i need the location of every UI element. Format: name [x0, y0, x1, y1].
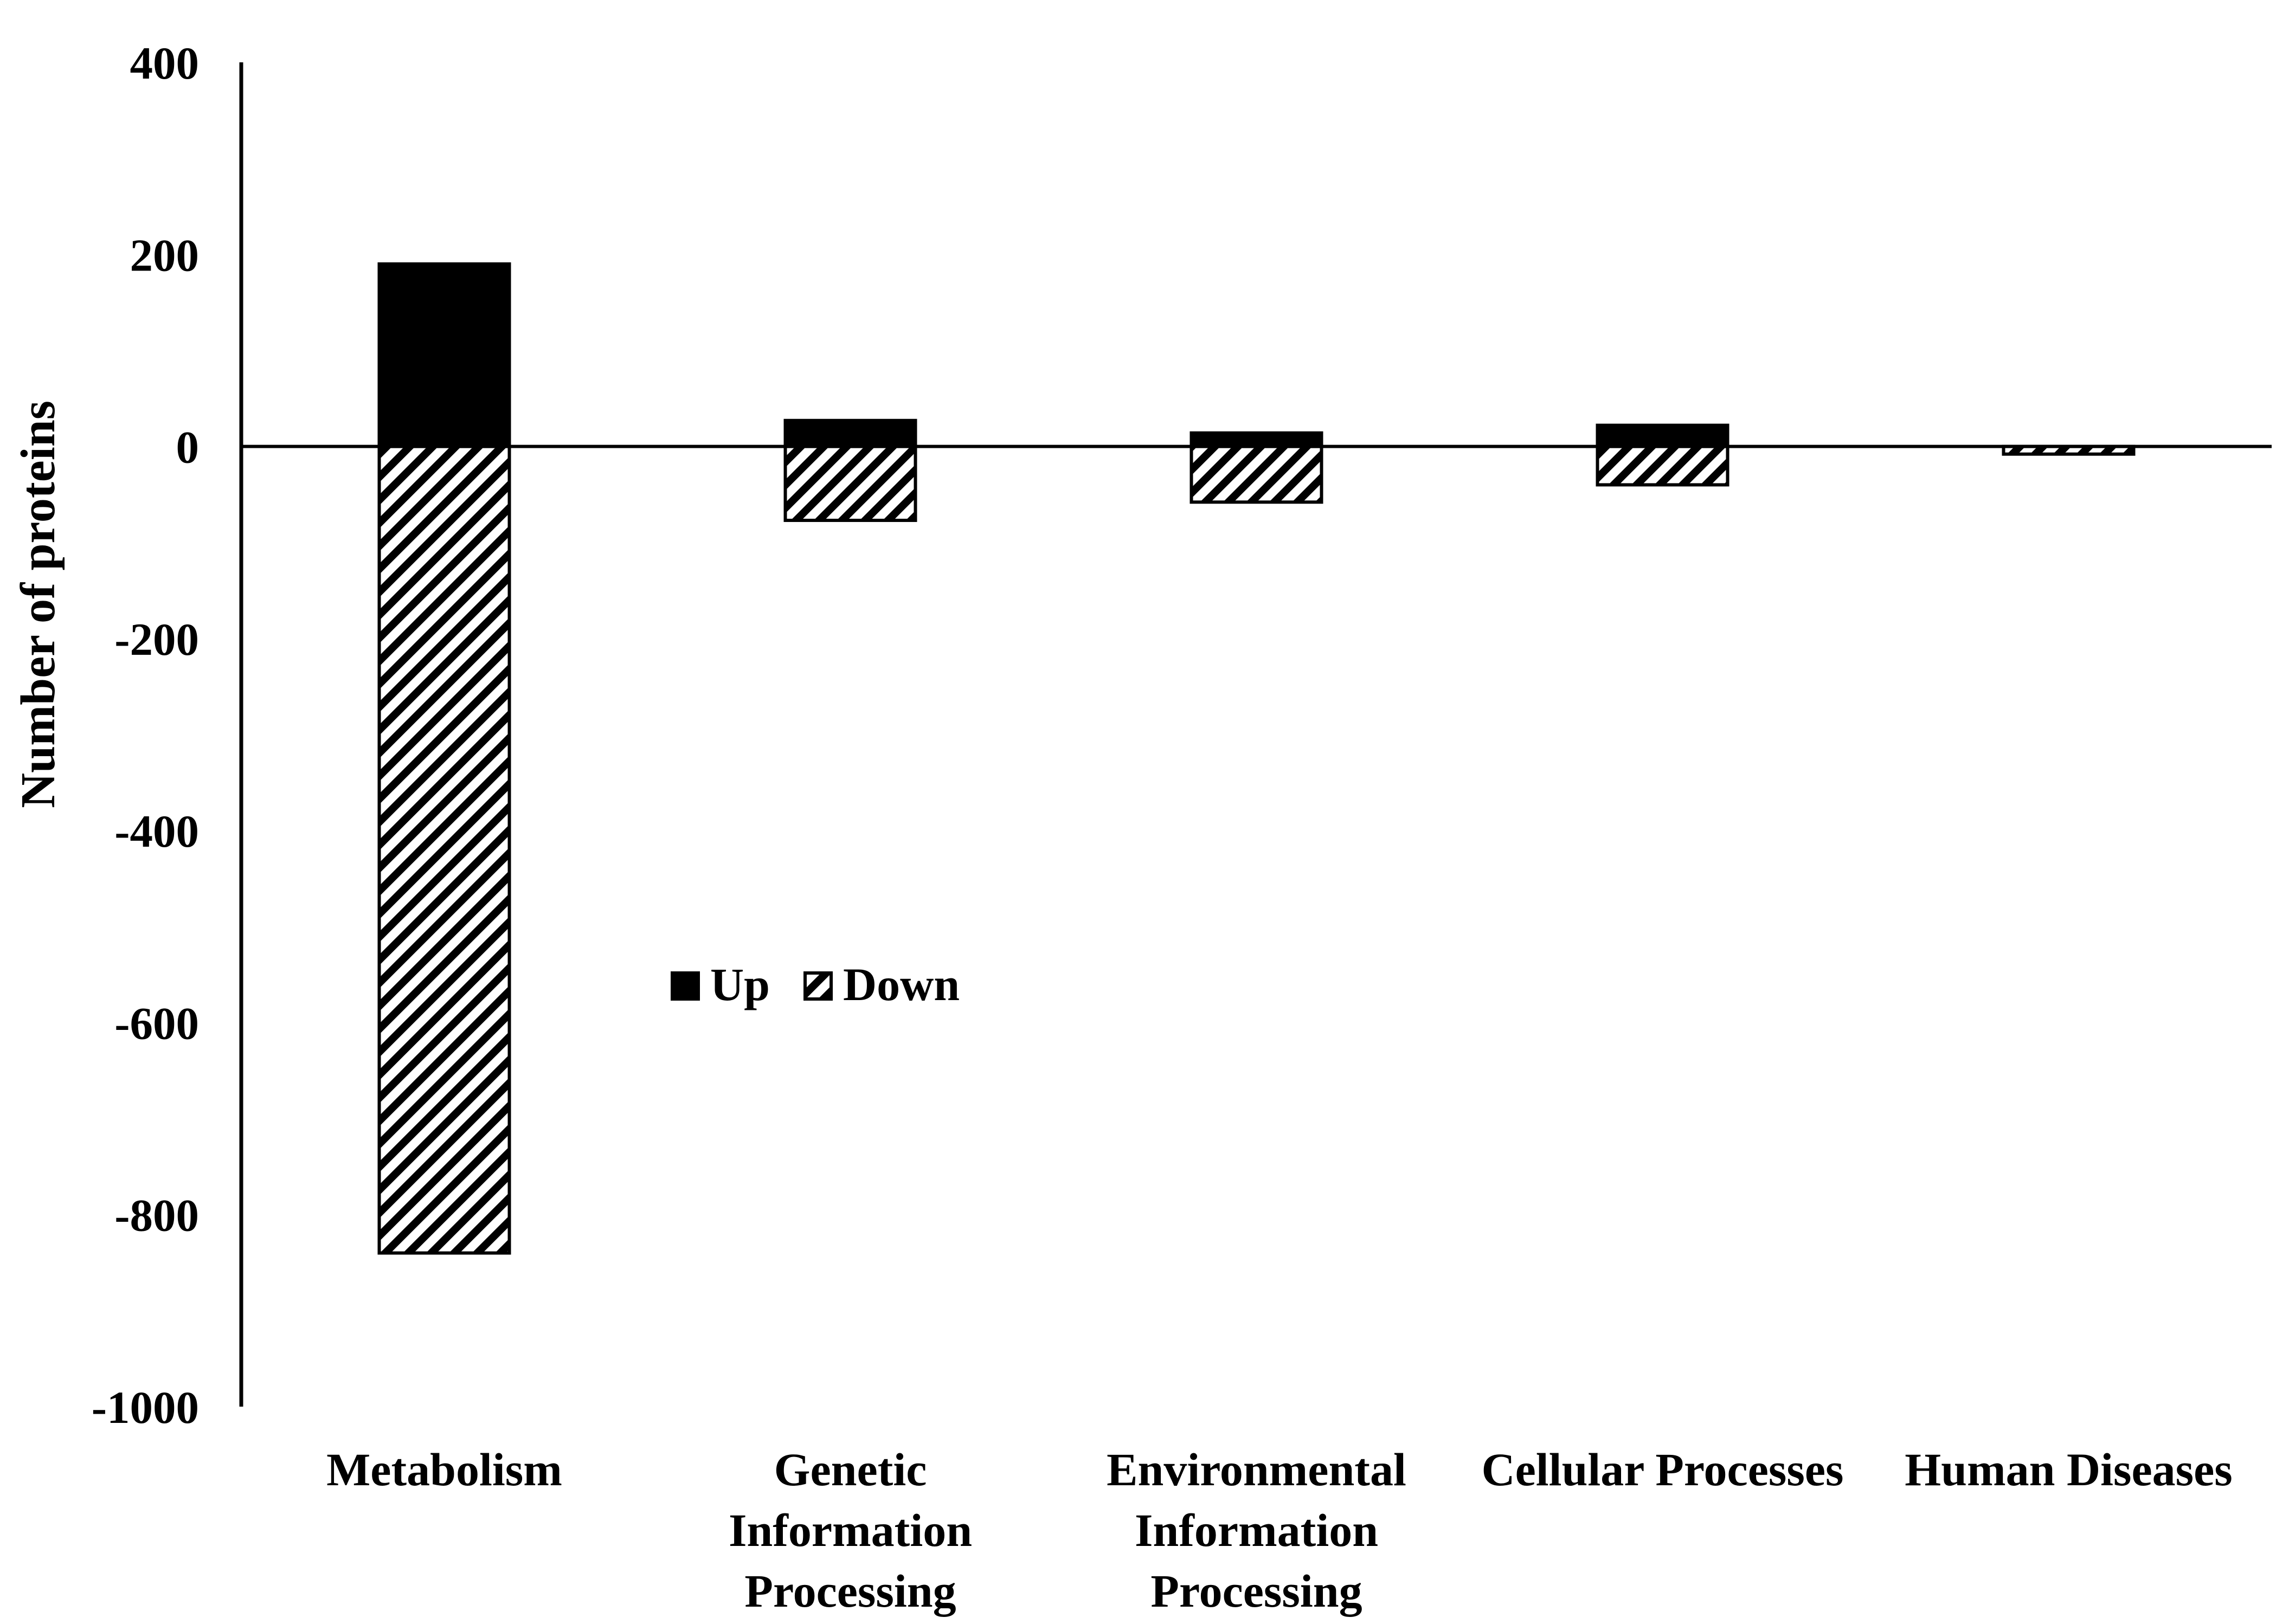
legend-swatch-down	[803, 971, 833, 1001]
bar-up-3	[1596, 423, 1729, 448]
bar-up-2	[1189, 431, 1323, 448]
x-category-label: Cellular Processes	[1482, 1443, 1844, 1496]
y-tick-label: -600	[114, 998, 199, 1049]
bars	[377, 262, 2136, 1255]
x-category-label: Environmental	[1107, 1443, 1406, 1496]
bar-down-0	[377, 444, 511, 1255]
legend-label-up: Up	[710, 958, 770, 1010]
y-tick-label: -400	[114, 806, 199, 857]
legend-label-down: Down	[843, 958, 960, 1010]
x-category-label: Information	[1135, 1504, 1378, 1556]
x-category-label: Processing	[1150, 1565, 1362, 1617]
y-tick-labels: 400 200 0 -200 -400 -600 -800 -1000	[92, 38, 199, 1433]
y-tick-label: -800	[114, 1190, 199, 1241]
y-tick-label: 400	[130, 38, 200, 89]
y-tick-label: 0	[176, 422, 200, 473]
x-category-labels: Metabolism Genetic Information Processing En…	[326, 1443, 2233, 1617]
legend: Up Down	[671, 958, 960, 1010]
y-tick-label: 200	[130, 230, 200, 281]
x-category-label: Genetic	[774, 1443, 927, 1496]
bar-down-3	[1596, 444, 1729, 487]
y-tick-label: -1000	[92, 1382, 199, 1433]
bar-up-1	[783, 418, 917, 448]
bar-up-0	[377, 262, 511, 448]
y-tick-label: -200	[114, 614, 199, 665]
bar-down-1	[783, 444, 917, 522]
x-category-label: Human Diseases	[1905, 1443, 2232, 1496]
x-category-label: Information	[729, 1504, 972, 1556]
legend-swatch-up	[671, 971, 700, 1001]
x-category-label: Processing	[744, 1565, 956, 1617]
bar-down-2	[1189, 444, 1323, 504]
x-category-label: Metabolism	[326, 1443, 562, 1496]
y-axis-label: Number of proteins	[11, 401, 65, 808]
